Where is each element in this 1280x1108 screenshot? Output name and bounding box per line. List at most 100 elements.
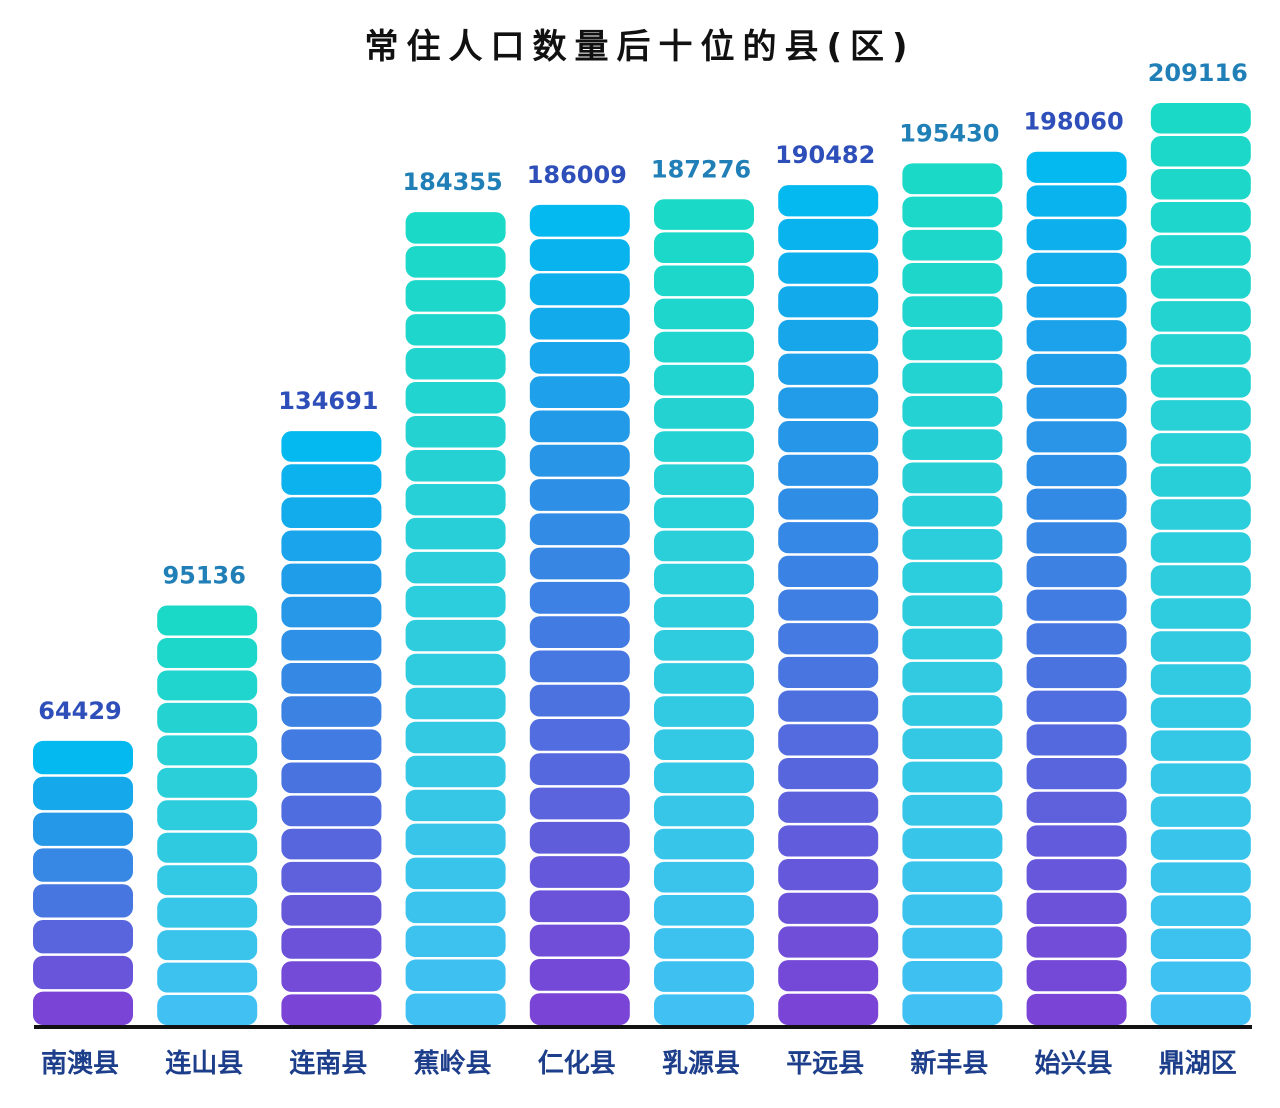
value-label: 209116 (1148, 59, 1248, 87)
bar-segment (281, 861, 382, 893)
bar-1 (33, 740, 133, 1025)
bar-segment (1150, 598, 1251, 629)
bar-segment (902, 961, 1003, 992)
bar-segment (1150, 532, 1251, 563)
bar-segment (778, 859, 879, 891)
bar-segment (157, 995, 258, 1025)
bar-segment (902, 628, 1003, 660)
bar-segment (405, 653, 506, 686)
category-label: 鼎湖区 (1159, 1049, 1237, 1079)
bar-segment (902, 595, 1003, 627)
bar-segment (778, 993, 879, 1025)
bar-segment (281, 961, 382, 992)
bar-segment (529, 479, 630, 511)
bar-segment (654, 596, 754, 628)
bar-segment (405, 959, 506, 992)
bar-segment (902, 894, 1003, 926)
bar-segment (1026, 892, 1127, 924)
bar-segment (778, 757, 879, 790)
bar-segment (529, 753, 630, 786)
bar-segment (1150, 565, 1251, 596)
bar-segment (1150, 334, 1251, 365)
bar-segment (1150, 829, 1251, 860)
bar-segment (529, 787, 630, 820)
category-label: 始兴县 (1035, 1049, 1113, 1079)
value-label: 186009 (527, 161, 627, 189)
category-label: 南澳县 (41, 1049, 119, 1079)
bar-segment (1026, 993, 1127, 1025)
bar-segment (654, 795, 754, 827)
bar-segment (157, 605, 258, 636)
bar-segment (654, 464, 754, 495)
bar-segment (405, 857, 506, 890)
bar-segment (281, 696, 382, 727)
bar-segment (1150, 466, 1251, 497)
bar-segment (281, 994, 382, 1025)
bar-segment (529, 616, 630, 648)
bar-segment (902, 828, 1003, 859)
bar-segment (405, 212, 506, 244)
bar-segment (902, 429, 1003, 460)
bar-9 (1026, 151, 1127, 1025)
bar-segment (902, 263, 1003, 294)
bar-segment (529, 376, 630, 409)
bar-segment (1026, 791, 1127, 823)
bar-segment (1026, 286, 1127, 318)
bar-segment (902, 695, 1003, 726)
bar-segment (778, 286, 879, 318)
bar-segment (405, 687, 506, 720)
bar-segment (1150, 730, 1251, 761)
bar-segment (157, 767, 258, 798)
bar-segment (405, 348, 506, 380)
chart-title: 常住人口数量后十位的县(区) (364, 27, 915, 67)
bar-segment (157, 638, 258, 668)
bar-segment (1150, 928, 1251, 959)
bar-segment (654, 265, 754, 297)
bar-segment (529, 239, 630, 271)
bar-segment (281, 464, 382, 495)
bar-segment (1026, 252, 1127, 284)
bar-segment (654, 729, 754, 760)
bar-segment (778, 421, 879, 453)
bar-segment (654, 696, 754, 727)
bar-segment (1150, 862, 1251, 893)
bar-segment (1150, 895, 1251, 926)
bar-segment (157, 800, 258, 831)
bar-segment (1026, 488, 1127, 520)
value-label: 95136 (162, 562, 246, 590)
bar-segment (405, 246, 506, 278)
bar-segment (1026, 623, 1127, 655)
bar-segment (33, 812, 133, 846)
bar-segment (778, 589, 879, 621)
bar-segment (529, 821, 630, 854)
bar-segment (778, 791, 879, 823)
bar-segment (281, 762, 382, 794)
bar-3 (281, 431, 382, 1025)
bar-segment (1026, 522, 1127, 554)
bar-segment (405, 789, 506, 822)
bar-segment (1026, 555, 1127, 588)
bar-segment (902, 196, 1003, 228)
bar-segment (778, 825, 879, 857)
bar-segment (529, 993, 630, 1025)
bar-segment (1150, 136, 1251, 167)
bar-segment (1150, 961, 1251, 992)
bar-segment (405, 517, 506, 550)
bar-segment (529, 650, 630, 683)
bar-segment (778, 185, 879, 217)
category-label: 新丰县 (910, 1048, 988, 1079)
bar-segment (281, 431, 382, 462)
bar-segment (405, 551, 506, 584)
bars-group (33, 103, 1251, 1025)
bar-segment (33, 991, 133, 1025)
bar-segment (1150, 235, 1251, 266)
bar-segment (1026, 825, 1127, 857)
bar-segment (529, 547, 630, 580)
bar-segment (1150, 664, 1251, 695)
bar-segment (654, 663, 754, 694)
bar-segment (1150, 994, 1251, 1025)
value-label: 184355 (402, 168, 502, 196)
bar-segment (1026, 185, 1127, 217)
bar-segment (902, 396, 1003, 427)
